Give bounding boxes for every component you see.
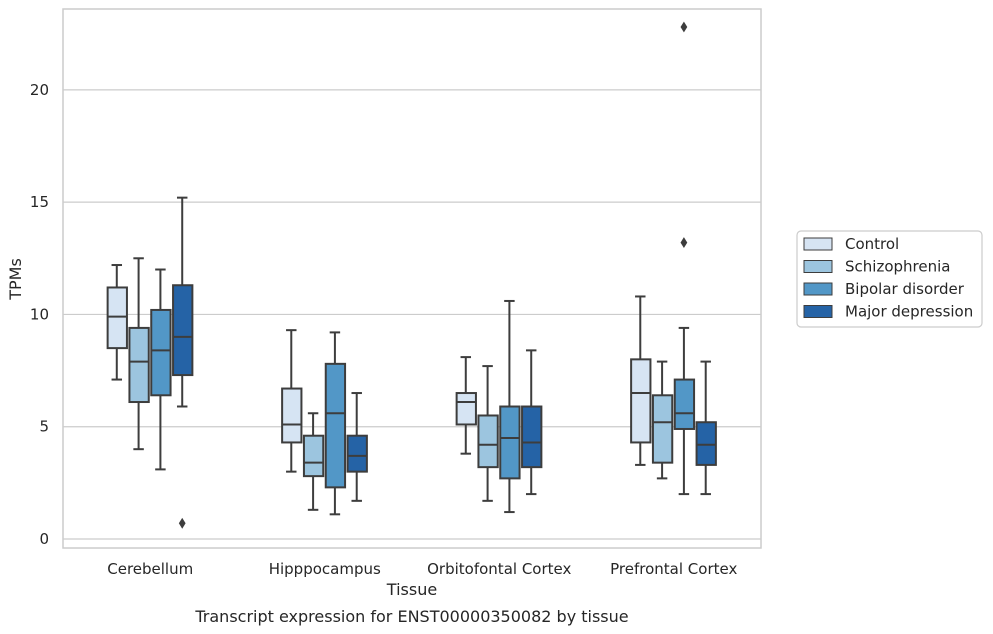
x-tick-label: Orbitofontal Cortex — [427, 560, 571, 578]
x-axis-label: Tissue — [386, 580, 437, 599]
x-tick-label: Cerebellum — [107, 560, 193, 578]
chart-caption: Transcript expression for ENST0000035008… — [194, 607, 628, 626]
outlier-point — [680, 237, 688, 248]
box-control — [630, 295, 652, 466]
box-schizophrenia — [477, 365, 499, 502]
box-iqr — [302, 434, 325, 478]
box-schizophrenia — [651, 360, 674, 480]
y-axis-label: TPMs — [6, 258, 25, 301]
box-iqr — [324, 362, 347, 489]
x-axis-ticks: Cerebellum Hipppocampus Orbitofontal Corte… — [107, 560, 737, 578]
box-major-depression — [695, 360, 717, 496]
legend: Control Schizophrenia Bipolar disorder Majo… — [796, 230, 983, 328]
legend-swatch — [803, 305, 833, 318]
axes-frame — [62, 8, 762, 549]
box-iqr — [630, 358, 652, 444]
box-bipolar-disorder — [324, 331, 347, 516]
box-bipolar-disorder — [150, 268, 172, 471]
y-axis-ticks: 0 5 10 15 20 — [30, 81, 49, 548]
x-tick-label: Prefrontal Cortex — [610, 560, 737, 578]
x-tick-label: Hipppocampus — [269, 560, 381, 578]
box-iqr — [499, 405, 521, 480]
box-iqr — [477, 414, 499, 469]
box-iqr — [521, 405, 543, 469]
boxes — [106, 21, 717, 529]
box-major-depression — [521, 349, 543, 496]
box-control — [281, 329, 303, 473]
y-tick-label: 15 — [30, 193, 49, 211]
legend-label: Schizophrenia — [845, 258, 950, 276]
box-major-depression — [346, 392, 368, 502]
legend-frame — [796, 230, 983, 328]
box-bipolar-disorder — [673, 21, 696, 496]
box-schizophrenia — [302, 412, 325, 511]
box-iqr — [128, 326, 150, 404]
box-bipolar-disorder — [499, 299, 521, 514]
box-iqr — [455, 392, 477, 426]
legend-label: Bipolar disorder — [845, 280, 965, 298]
box-control — [106, 264, 128, 381]
box-iqr — [172, 284, 194, 377]
box-iqr — [346, 434, 368, 473]
box-iqr — [281, 387, 303, 444]
legend-swatch — [803, 260, 833, 273]
legend-swatch — [803, 237, 833, 251]
legend-label: Major depression — [845, 303, 973, 321]
y-tick-label: 0 — [39, 530, 49, 548]
box-major-depression — [172, 196, 194, 529]
box-iqr — [651, 394, 674, 464]
legend-swatch — [803, 282, 833, 296]
box-iqr — [695, 421, 717, 466]
box-control — [455, 356, 477, 455]
y-tick-label: 5 — [39, 418, 49, 436]
box-schizophrenia — [128, 257, 150, 451]
outlier-point — [178, 517, 186, 529]
y-tick-label: 20 — [30, 81, 49, 99]
box-iqr — [150, 308, 172, 397]
legend-label: Control — [845, 235, 899, 253]
box-iqr — [673, 378, 696, 430]
box-iqr — [106, 286, 128, 350]
y-tick-label: 10 — [30, 305, 49, 323]
outlier-point — [680, 21, 688, 33]
